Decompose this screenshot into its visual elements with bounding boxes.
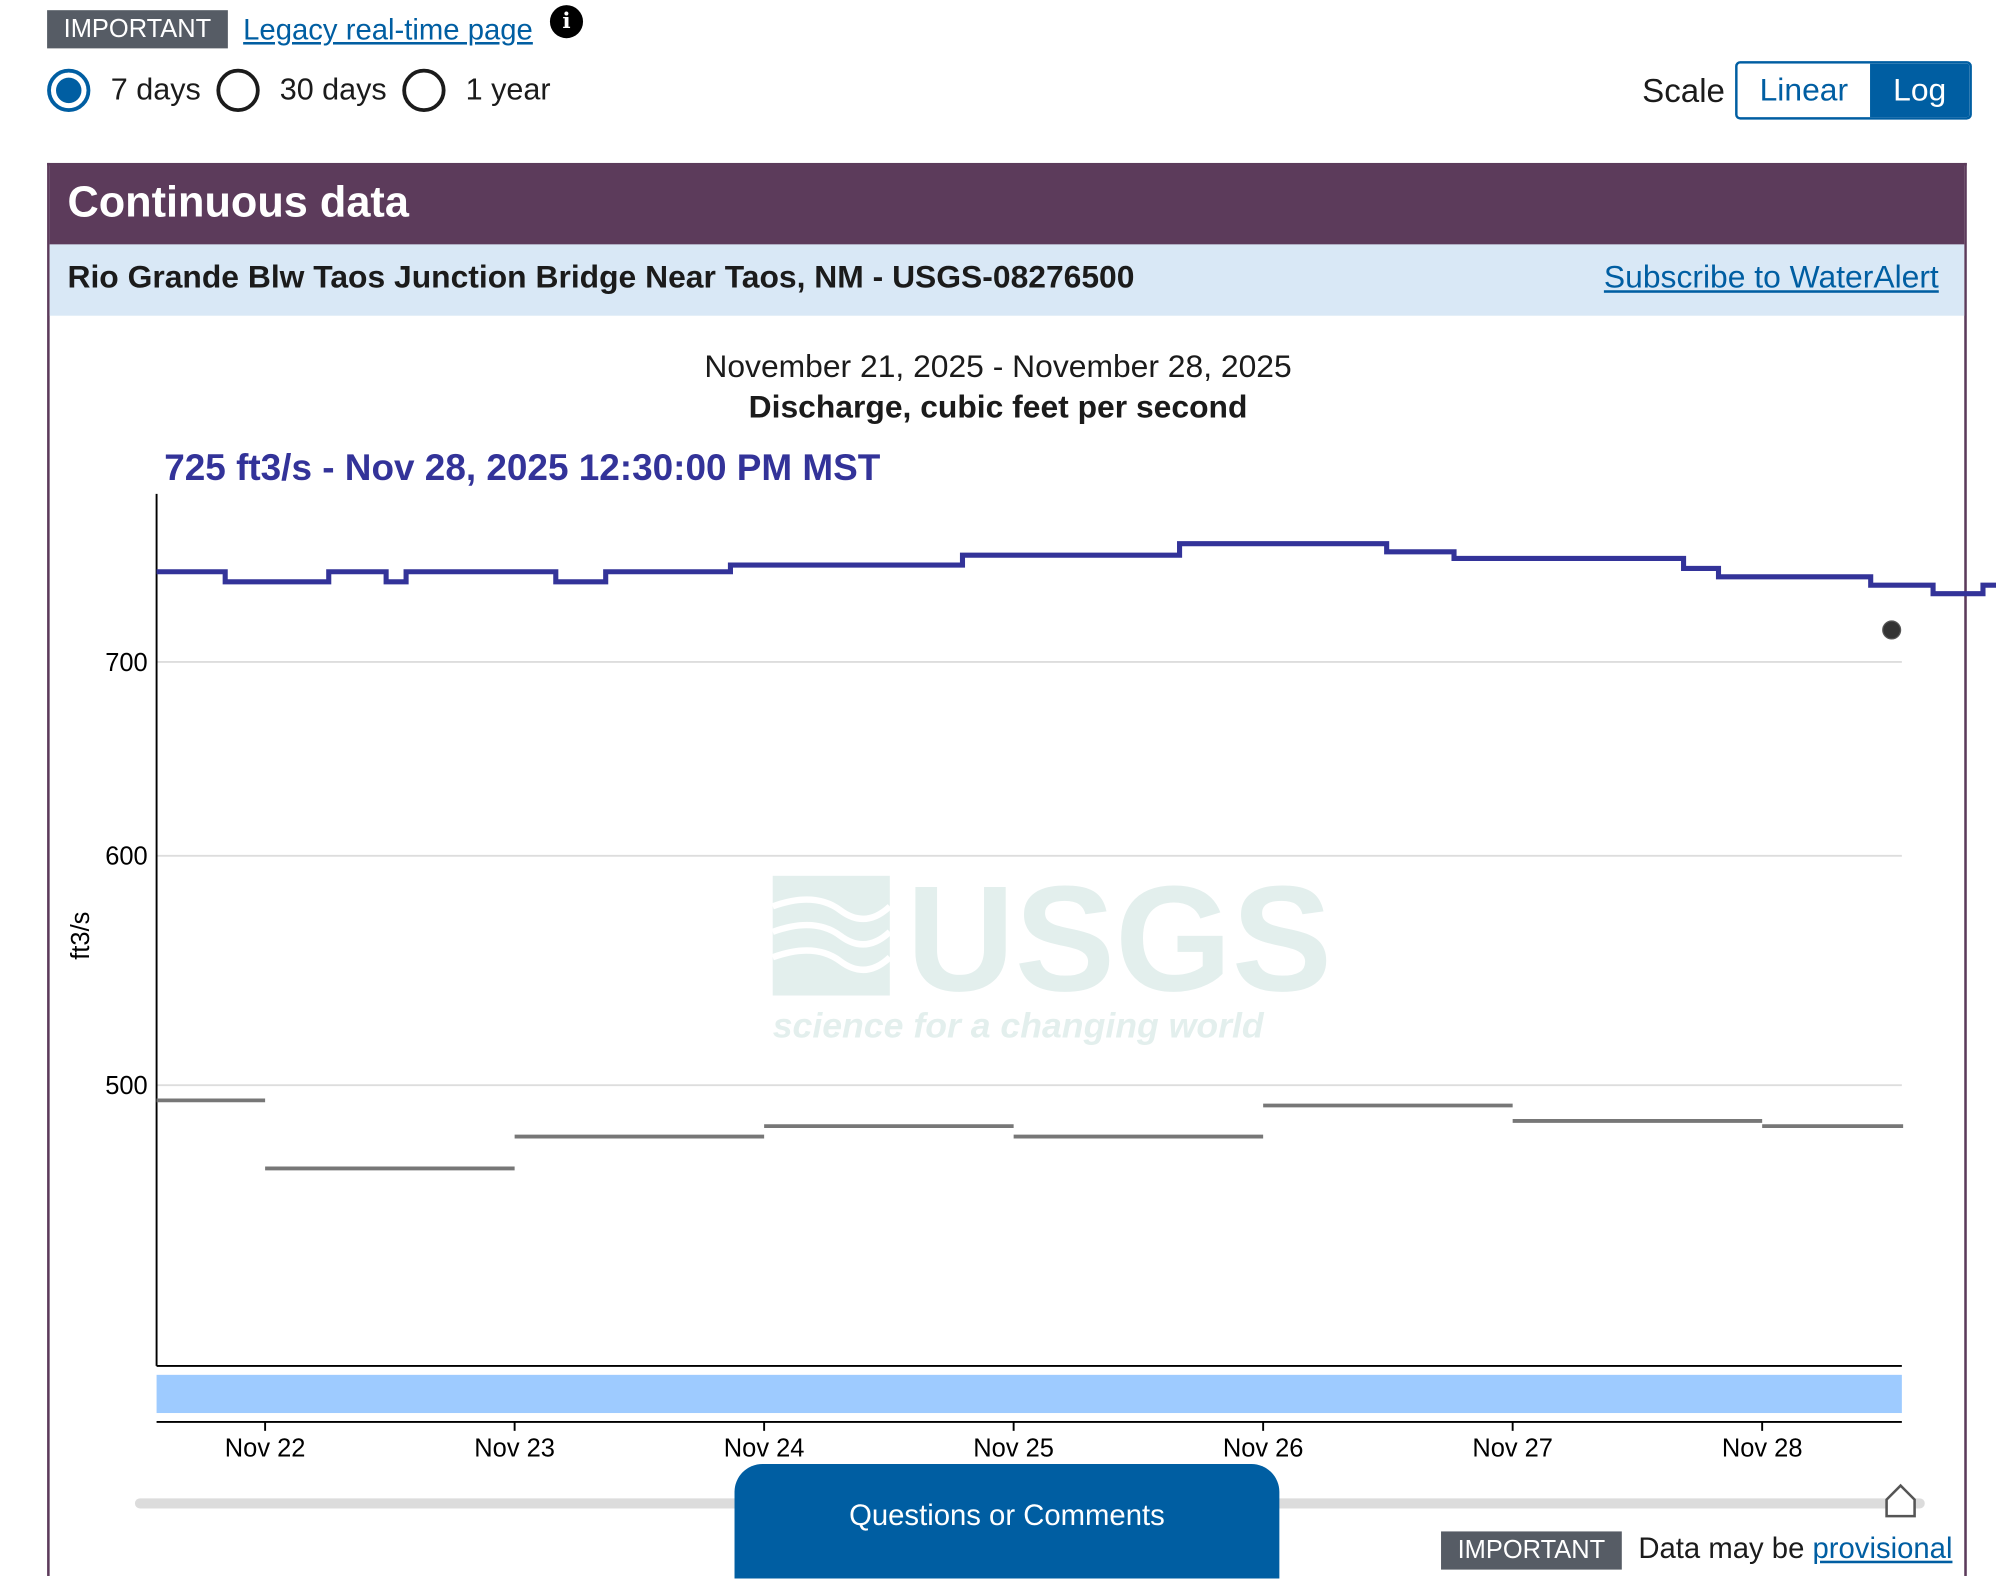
current-value-readout: 725 ft3/s - Nov 28, 2025 12:30:00 PM MST: [164, 448, 881, 489]
site-title: Rio Grande Blw Taos Junction Bridge Near…: [67, 259, 1135, 296]
info-icon[interactable]: i: [549, 5, 584, 39]
x-tick-label: Nov 23: [474, 1434, 555, 1462]
watermark-tagline: science for a changing world: [773, 1005, 1265, 1045]
date-range: November 21, 2025 - November 28, 2025: [704, 348, 1292, 385]
current-point-marker: [1882, 620, 1902, 640]
linear-button[interactable]: Linear: [1737, 63, 1871, 118]
x-tick-label: Nov 24: [724, 1434, 805, 1462]
y-axis-label: ft3/s: [67, 912, 95, 960]
radio-1-year[interactable]: 1 year: [401, 68, 551, 113]
important-badge: IMPORTANT: [47, 10, 228, 49]
y-tick-label: 600: [105, 843, 147, 871]
radio-label: 1 year: [465, 72, 551, 107]
radio-label: 7 days: [110, 72, 201, 107]
watermark-logo: USGS: [906, 854, 1332, 1022]
legacy-page-link[interactable]: Legacy real-time page: [243, 12, 533, 46]
x-tick-label: Nov 27: [1472, 1434, 1553, 1462]
provisional-text: Data may be: [1638, 1531, 1813, 1565]
y-tick-label: 500: [105, 1072, 147, 1100]
provisional-notice: Data may be provisional: [1638, 1531, 1952, 1565]
slider-handle[interactable]: [1885, 1483, 1916, 1518]
subscribe-link[interactable]: Subscribe to WaterAlert: [1603, 259, 1939, 296]
radio-30-days[interactable]: 30 days: [216, 68, 387, 113]
radio-button-icon[interactable]: [216, 68, 260, 113]
important-badge-footer: IMPORTANT: [1441, 1531, 1622, 1570]
log-button[interactable]: Log: [1870, 63, 1970, 118]
radio-7-days[interactable]: 7 days: [47, 68, 201, 113]
x-tick-label: Nov 26: [1223, 1434, 1304, 1462]
brush-area[interactable]: [156, 1374, 1902, 1414]
x-tick-label: Nov 25: [973, 1434, 1054, 1462]
radio-button-icon[interactable]: [401, 68, 446, 113]
x-tick-label: Nov 22: [225, 1434, 306, 1462]
y-tick-label: 700: [105, 649, 147, 677]
panel-title: Continuous data: [49, 165, 1965, 245]
discharge-series-line: [156, 541, 1996, 597]
questions-comments-button[interactable]: Questions or Comments: [734, 1463, 1280, 1579]
x-tick-label: Nov 28: [1722, 1434, 1803, 1462]
radio-button-icon[interactable]: [47, 68, 91, 113]
scale-label: Scale: [1642, 71, 1725, 110]
radio-label: 30 days: [279, 72, 387, 107]
chart-title: Discharge, cubic feet per second: [748, 389, 1248, 426]
scale-toggle: Linear Log: [1735, 61, 1972, 120]
provisional-link[interactable]: provisional: [1812, 1531, 1953, 1565]
period-selector: 7 days 30 days 1 year: [47, 68, 566, 113]
continuous-data-panel: Continuous data Rio Grande Blw Taos Junc…: [47, 162, 1967, 1576]
usgs-watermark: USGS science for a changing world: [771, 854, 1332, 1045]
site-header: Rio Grande Blw Taos Junction Bridge Near…: [49, 244, 1965, 316]
usgs-wave-icon: [771, 875, 893, 996]
